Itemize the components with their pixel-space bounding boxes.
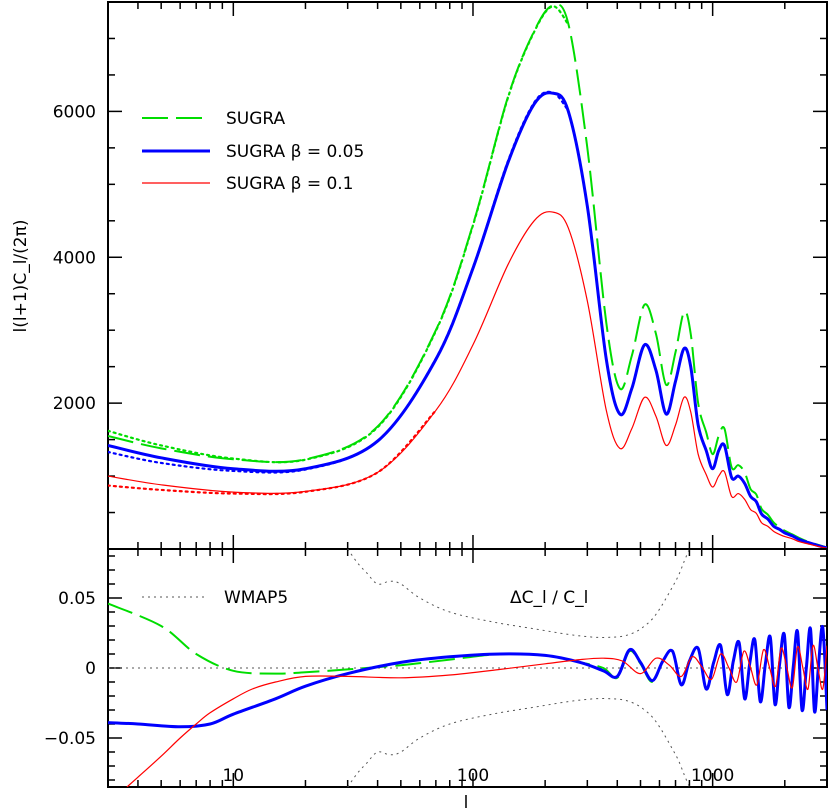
legend-label-sugra-beta-005: SUGRA β = 0.05 (226, 142, 364, 162)
top-panel: 2000 4000 6000 l(l+1)C_l/(2π) SUGRA SUGRA … (11, 1, 828, 550)
legend-label-sugra-beta-01: SUGRA β = 0.1 (226, 174, 354, 194)
top-y-tick-label: 6000 (53, 102, 96, 122)
top-panel-ticks: 2000 4000 6000 (53, 2, 828, 549)
top-y-tick-label: 2000 (53, 394, 96, 414)
bottom-series-line-2 (126, 644, 827, 787)
x-tick-label: 100 (457, 766, 489, 786)
bottom-series-line-1 (108, 625, 827, 729)
top-y-tick-label: 4000 (53, 248, 96, 268)
top-panel-series (108, 3, 827, 549)
bottom-panel-series (108, 549, 827, 787)
bottom-panel: 10 100 1000 −0.05 0 0.05 WMAP5 ΔC_l / C_l l (44, 548, 828, 810)
bottom-y-tick-label: 0 (85, 659, 96, 679)
top-y-axis-label: l(l+1)C_l/(2π) (11, 220, 31, 333)
top-dotted-series-2 (108, 409, 437, 496)
bottom-panel-frame (107, 548, 828, 788)
x-tick-label: 1000 (691, 766, 734, 786)
delta-cl-annotation: ΔC_l / C_l (510, 588, 588, 608)
x-tick-label: 10 (222, 766, 244, 786)
top-series-line-2 (108, 211, 827, 549)
top-series-line-0 (108, 3, 827, 549)
top-series-line-1 (108, 91, 827, 549)
x-axis-label: l (464, 793, 469, 810)
legend: SUGRA SUGRA β = 0.05 SUGRA β = 0.1 (142, 109, 364, 194)
bottom-y-tick-label: 0.05 (58, 589, 96, 609)
top-dotted-series-0 (108, 5, 570, 464)
bottom-y-tick-label: −0.05 (44, 729, 96, 749)
wmap5-upper-band (347, 549, 690, 638)
legend-label-sugra: SUGRA (226, 109, 286, 129)
wmap5-lower-band (347, 698, 690, 787)
wmap5-label: WMAP5 (224, 588, 288, 608)
